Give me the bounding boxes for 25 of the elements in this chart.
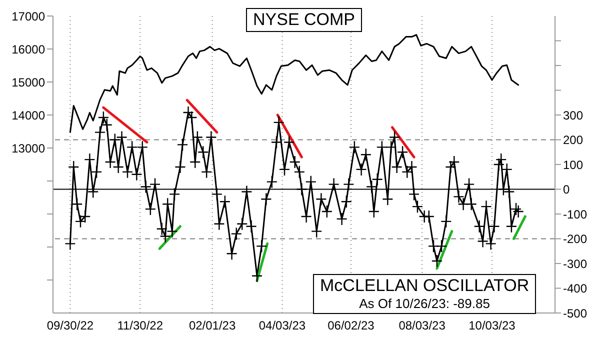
series-label: NYSE COMP <box>253 10 356 30</box>
x-tick-label: 10/03/23 <box>468 318 516 333</box>
y2-tick-label: -500 <box>563 306 588 320</box>
y2-tick-label: 300 <box>563 108 584 122</box>
y-tick-label: 14000 <box>12 108 46 122</box>
x-tick-label: 09/30/22 <box>46 318 94 333</box>
y-tick-label: 16000 <box>12 42 46 56</box>
y2-tick-label: -100 <box>563 207 588 222</box>
x-tick-label: 11/30/22 <box>117 318 164 333</box>
x-tick-label: 04/03/23 <box>258 318 306 333</box>
y2-tick-label: 100 <box>563 158 584 172</box>
y2-tick-label: -200 <box>563 232 588 246</box>
y-tick-label: 15000 <box>12 75 46 90</box>
y2-tick-label: 200 <box>563 133 584 148</box>
x-tick-label: 02/01/23 <box>188 318 236 333</box>
line-series <box>69 34 520 133</box>
y2-tick-label: -400 <box>563 282 588 296</box>
annotation: As Of 10/26/23: -89.85 <box>358 296 491 312</box>
x-tick-label: 06/02/23 <box>328 318 375 333</box>
y-tick-label: 13000 <box>12 141 46 156</box>
y2-tick-label: -300 <box>563 256 588 271</box>
series-label: McCLELLAN OSCILLATOR <box>320 276 530 296</box>
y-tick-label: 17000 <box>12 9 46 24</box>
x-tick-label: 08/03/23 <box>398 318 446 333</box>
y2-tick-label: 0 <box>563 182 570 197</box>
